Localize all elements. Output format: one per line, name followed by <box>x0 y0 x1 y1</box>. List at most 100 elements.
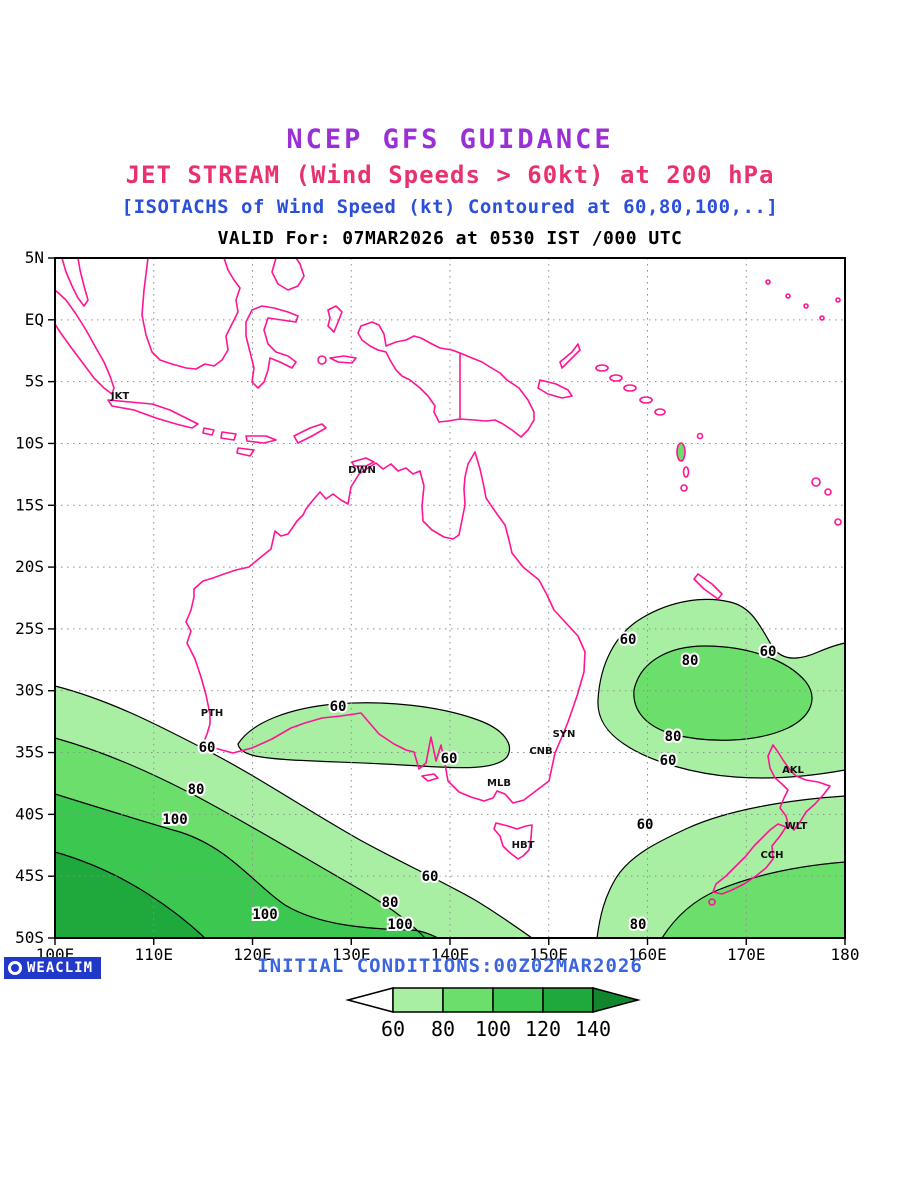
legend-segment <box>492 987 544 1013</box>
coast-new-caledonia <box>693 573 723 600</box>
contour-value-label: 80 <box>188 782 205 798</box>
contour-value-label: 60 <box>199 740 216 756</box>
legend-tick-label: 100 <box>475 1017 511 1041</box>
contour-value-label: 80 <box>630 917 647 933</box>
coast-tasmania <box>493 822 533 860</box>
coast-sulawesi <box>245 305 299 389</box>
page-title: NCEP GFS GUIDANCE <box>286 124 614 155</box>
coast-borneo <box>141 257 241 370</box>
coast-micronesia-2 <box>785 293 791 299</box>
lat-axis-label: 45S <box>15 866 44 885</box>
contour-value-label: 80 <box>382 895 399 911</box>
lon-axis-label: 110E <box>134 945 173 964</box>
coast-solomon-5 <box>654 408 666 416</box>
coast-halmahera <box>327 305 343 333</box>
lat-axis-label: 15S <box>15 495 44 514</box>
map-frame <box>54 257 846 939</box>
coast-java <box>107 399 199 429</box>
lat-axis-label: 10S <box>15 433 44 452</box>
legend-arrow-left <box>345 987 394 1013</box>
coast-new-guinea <box>357 321 535 438</box>
isotach-fill-sw-120 <box>55 852 205 938</box>
city-label: HBT <box>512 840 535 851</box>
coastlines <box>54 257 842 906</box>
city-label: DWN <box>348 465 376 476</box>
page-subtitle: JET STREAM (Wind Speeds > 60kt) at 200 h… <box>125 161 775 189</box>
coast-solomon-2 <box>609 374 623 382</box>
lon-axis-label: 160E <box>628 945 667 964</box>
lon-axis-label: 130E <box>332 945 371 964</box>
coast-micronesia-4 <box>819 315 825 321</box>
lat-axis-label: EQ <box>25 310 44 329</box>
coast-fiji-2 <box>824 488 832 496</box>
city-label: SYN <box>553 729 576 740</box>
coast-fiji-3 <box>834 518 842 526</box>
isotach-fill-se-80 <box>662 862 845 938</box>
coast-malay-peninsula <box>61 257 89 307</box>
city-label: JKT <box>110 391 129 402</box>
coast-new-ireland <box>559 343 581 369</box>
contour-value-label: 60 <box>760 644 777 660</box>
lon-axis-label: 120E <box>233 945 272 964</box>
coast-seram <box>329 355 357 364</box>
legend-tick-label: 80 <box>431 1017 455 1041</box>
lat-axis-label: 20S <box>15 557 44 576</box>
lon-axis-label: 150E <box>529 945 568 964</box>
isotach-fill-tasman-80 <box>633 646 812 741</box>
contour-value-label: 60 <box>422 869 439 885</box>
coast-bali-lombok <box>202 427 237 441</box>
coast-timor <box>293 423 327 444</box>
contour-value-label: 100 <box>162 812 187 828</box>
coast-santa-cruz <box>696 432 704 440</box>
legend-segment <box>442 987 494 1013</box>
coast-flores <box>245 435 277 444</box>
coast-australia <box>185 451 586 804</box>
lat-axis-label: 5N <box>25 248 44 267</box>
coast-solomon-1 <box>595 364 609 372</box>
lon-axis-label: 170E <box>727 945 766 964</box>
coast-new-britain <box>537 379 573 399</box>
isotach-contours <box>54 598 846 939</box>
weaclim-logo: WEACLIM <box>4 957 102 979</box>
city-label: WLT <box>785 821 808 832</box>
coast-micronesia-3 <box>803 303 809 309</box>
initial-conditions-line: INITIAL CONDITIONS:00Z02MAR2026 <box>257 955 643 977</box>
coast-vanuatu-3 <box>680 484 688 492</box>
contour-value-label: 60 <box>441 751 458 767</box>
valid-time-line: VALID For: 07MAR2026 at 0530 IST /000 UT… <box>217 228 683 249</box>
coast-solomon-3 <box>623 384 637 392</box>
coast-mindanao <box>271 257 305 291</box>
coast-vanuatu-2 <box>682 466 690 478</box>
weaclim-logo-text: WEACLIM <box>27 960 94 976</box>
contour-value-label: 60 <box>330 699 347 715</box>
contour-value-label: 100 <box>387 917 412 933</box>
lon-axis-label: 180 <box>831 945 860 964</box>
contour-value-label: 80 <box>682 653 699 669</box>
axis-ticks <box>48 257 846 945</box>
contour-value-label: 100 <box>252 907 277 923</box>
coast-sumatra <box>54 289 115 395</box>
lat-axis-labels: 5N EQ 5S 10S 15S 20S 25S 30S 35S 40S 45S 50S <box>15 248 44 947</box>
coast-fiji-1 <box>811 477 821 487</box>
legend-tick-label: 140 <box>575 1017 611 1041</box>
city-label: MLB <box>487 778 511 789</box>
contour-se-60 <box>596 795 846 939</box>
legend-arrow-right <box>592 987 641 1013</box>
contour-sw-60 <box>54 685 533 939</box>
contour-value-label: 80 <box>665 729 682 745</box>
coast-solomon-4 <box>639 396 653 404</box>
lat-axis-label: 35S <box>15 743 44 762</box>
lon-axis-label: 140E <box>431 945 470 964</box>
coast-stewart-island <box>708 898 716 906</box>
coast-micronesia-5 <box>835 297 841 303</box>
contour-value-label: 60 <box>637 817 654 833</box>
coast-kangaroo-island <box>421 773 439 782</box>
coast-nz-north-island <box>767 744 831 831</box>
isotach-fills <box>55 443 845 938</box>
contour-se-80 <box>661 861 846 939</box>
lat-axis-label: 5S <box>25 372 44 391</box>
